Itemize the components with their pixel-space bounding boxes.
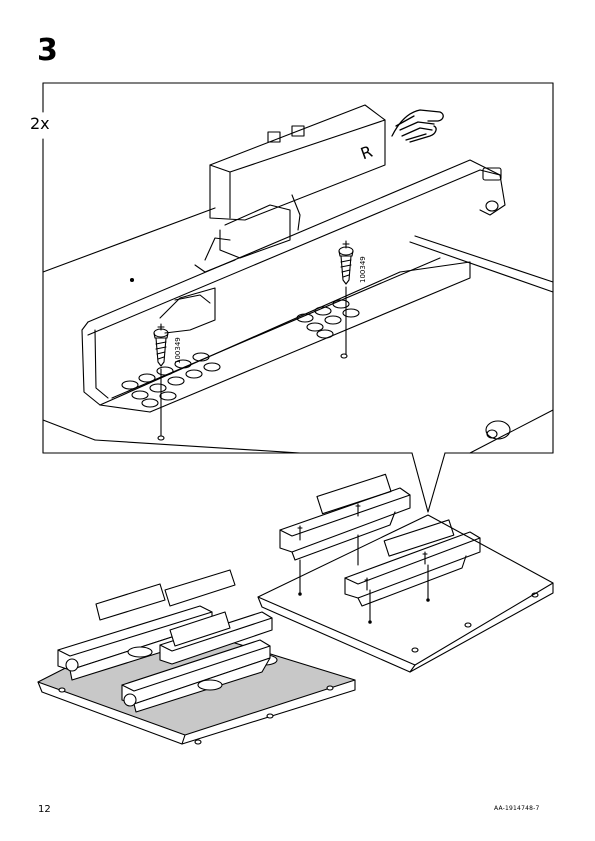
screw-part-number: 100349	[359, 256, 367, 283]
quantity-label: 2x	[30, 114, 50, 133]
detail-panel	[42, 207, 554, 454]
runner-rail	[81, 159, 506, 413]
runner-housing: R	[159, 104, 386, 334]
screw-icon	[153, 323, 169, 437]
overview-panel-right	[257, 473, 554, 673]
document-code: AA-1914748-7	[494, 805, 540, 812]
detail-frame	[42, 82, 554, 513]
step-number: 3	[37, 33, 58, 68]
screw-part-number: 100349	[174, 337, 182, 364]
page-number: 12	[38, 804, 51, 815]
hand-pointing-icon	[391, 109, 444, 143]
runner-side-label: R	[358, 142, 375, 164]
screw-icon	[338, 240, 354, 355]
overview-panel-left	[37, 569, 356, 745]
